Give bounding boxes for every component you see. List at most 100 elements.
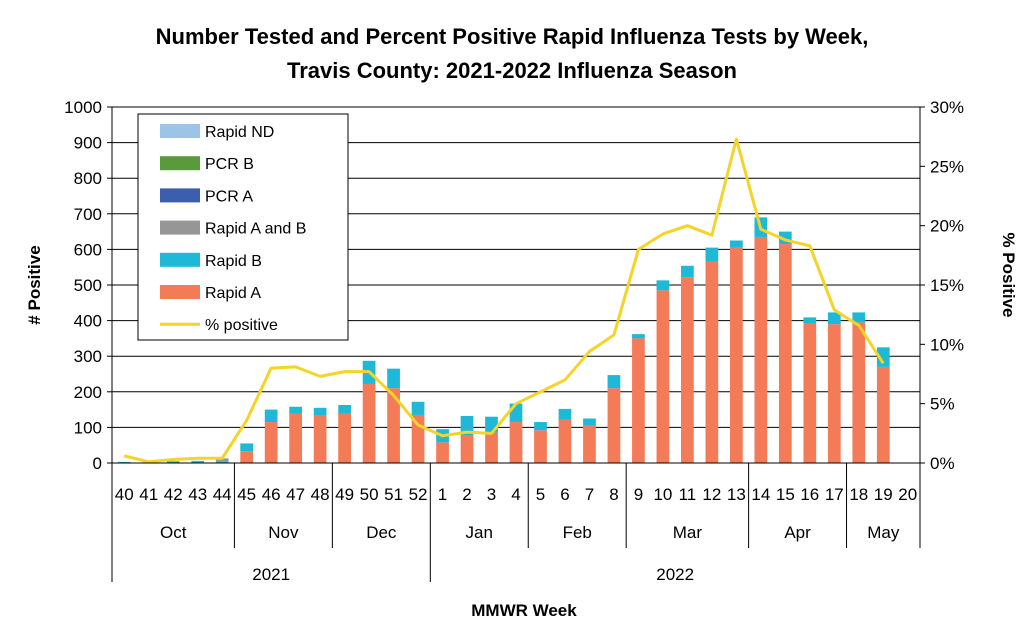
x-tick-label: 43 <box>188 485 207 504</box>
x-tick-label: 40 <box>115 485 134 504</box>
bar-rapid-b-wk2 <box>460 416 474 436</box>
bar-rapid-a-and-b-wk44 <box>215 458 229 462</box>
bar-rapid-a-wk5 <box>534 430 547 463</box>
x-axis-title: MMWR Week <box>471 601 577 620</box>
bar-rapid-b-wk3 <box>485 416 498 433</box>
bar-rapid-b-wk6 <box>558 408 572 420</box>
bar-rapid-a-wk51 <box>387 388 400 463</box>
x-tick-label: 4 <box>511 485 520 504</box>
legend-label: Rapid A and B <box>205 221 306 238</box>
bar-rapid-a-wk16 <box>803 323 817 463</box>
y-tick-label: 900 <box>74 134 102 153</box>
y2-tick-label: 10% <box>930 335 964 354</box>
y-tick-label: 500 <box>74 276 102 295</box>
y2-tick-label: 0% <box>930 454 955 473</box>
bar-rapid-a-wk17 <box>827 324 841 463</box>
y-tick-label: 600 <box>74 240 102 259</box>
year-label: 2021 <box>252 565 290 584</box>
bar-rapid-a-wk7 <box>583 425 596 463</box>
bar-rapid-a-wk4 <box>509 422 523 463</box>
bar-rapid-b-wk10 <box>656 280 670 291</box>
bar-rapid-b-wk52 <box>411 401 425 415</box>
month-label: May <box>867 523 900 542</box>
legend-label: Rapid A <box>205 285 261 302</box>
bar-rapid-a-wk48 <box>313 415 327 463</box>
y2-axis-title: % Positive <box>999 232 1018 317</box>
bar-rapid-b-wk17 <box>827 312 841 325</box>
bar-rapid-a-wk45 <box>240 451 254 463</box>
x-tick-label: 13 <box>727 485 746 504</box>
percent-positive-line <box>123 137 885 464</box>
y2-tick-label: 25% <box>930 157 964 176</box>
x-tick-label: 47 <box>286 485 305 504</box>
y-tick-label: 300 <box>74 347 102 366</box>
x-axis-categories: 40 41 42 43 44 45 46 47 48 49 50 51 52 1 2 3 4 5 6 7 8 9 10 11 1… <box>111 463 921 584</box>
bar-rapid-a-wk9 <box>632 338 645 463</box>
legend-label: Rapid ND <box>205 124 274 141</box>
y-tick-label: 800 <box>74 169 102 188</box>
legend-swatch-pcr-b <box>160 156 200 171</box>
month-label: Mar <box>673 523 703 542</box>
x-tick-label: 6 <box>560 485 569 504</box>
x-tick-label: 44 <box>213 485 232 504</box>
legend-swatch-rapid-b <box>160 252 200 267</box>
y-axis-ticks: 0 100 200 300 400 500 600 700 800 900 1000 <box>64 98 112 473</box>
y-tick-label: 200 <box>74 383 102 402</box>
x-tick-label: 5 <box>536 485 545 504</box>
bar-rapid-b-wk7 <box>583 418 596 426</box>
bar-rapid-a-wk14 <box>754 236 768 463</box>
bar-rapid-a-wk11 <box>681 277 694 463</box>
bar-rapid-b-wk8 <box>607 375 621 389</box>
x-tick-label: 7 <box>585 485 594 504</box>
chart-title-line-1: Number Tested and Percent Positive Rapid… <box>156 24 869 49</box>
bar-rapid-a-wk8 <box>607 388 621 463</box>
bar-rapid-a-wk1 <box>436 442 449 463</box>
x-tick-label: 16 <box>800 485 819 504</box>
x-tick-label: 51 <box>384 485 403 504</box>
x-tick-label: 18 <box>849 485 868 504</box>
x-tick-label: 19 <box>874 485 893 504</box>
bar-rapid-b-wk51 <box>387 368 400 389</box>
legend-label: % positive <box>205 317 278 334</box>
x-tick-label: 10 <box>653 485 672 504</box>
x-tick-label: 12 <box>702 485 721 504</box>
month-label: Feb <box>563 523 592 542</box>
x-tick-label: 46 <box>262 485 281 504</box>
x-tick-label: 2 <box>462 485 471 504</box>
x-tick-label: 50 <box>360 485 379 504</box>
y-tick-label: 100 <box>74 418 102 437</box>
percent-positive-line-group <box>123 137 885 464</box>
bar-rapid-a-wk50 <box>362 383 376 463</box>
bar-rapid-b-wk46 <box>264 409 278 423</box>
bar-rapid-b-wk16 <box>803 317 817 324</box>
y2-tick-label: 30% <box>930 98 964 117</box>
legend-label: Rapid B <box>205 253 262 270</box>
bar-rapid-a-wk10 <box>656 290 670 463</box>
chart-title-line-2: Travis County: 2021-2022 Influenza Seaso… <box>287 58 737 83</box>
bar-rapid-b-wk48 <box>313 407 327 416</box>
x-tick-label: 14 <box>751 485 770 504</box>
bar-rapid-b-wk49 <box>338 404 351 414</box>
legend-swatch-rapid-nd <box>160 124 200 138</box>
x-tick-label: 52 <box>409 485 428 504</box>
bar-rapid-b-wk45 <box>240 443 254 452</box>
bar-rapid-a-wk2 <box>460 435 474 463</box>
bar-rapid-a-wk15 <box>778 244 792 463</box>
y2-tick-label: 15% <box>930 276 964 295</box>
legend-label: PCR B <box>205 156 254 173</box>
y-tick-label: 700 <box>74 205 102 224</box>
x-tick-label: 41 <box>139 485 158 504</box>
x-tick-label: 17 <box>825 485 844 504</box>
y2-tick-label: 20% <box>930 217 964 236</box>
month-label: Nov <box>268 523 299 542</box>
bar-rapid-b-wk40 <box>117 461 131 463</box>
bar-rapid-b-wk19 <box>876 347 890 367</box>
x-tick-label: 3 <box>487 485 496 504</box>
bar-rapid-b-wk44 <box>215 461 229 463</box>
bar-rapid-a-wk6 <box>558 419 572 463</box>
bar-rapid-a-wk12 <box>705 261 719 463</box>
y2-axis-ticks: 0% 5% 10% 15% 20% 25% 30% <box>920 98 964 473</box>
bar-rapid-a-wk52 <box>411 414 425 463</box>
x-tick-label: 48 <box>311 485 330 504</box>
